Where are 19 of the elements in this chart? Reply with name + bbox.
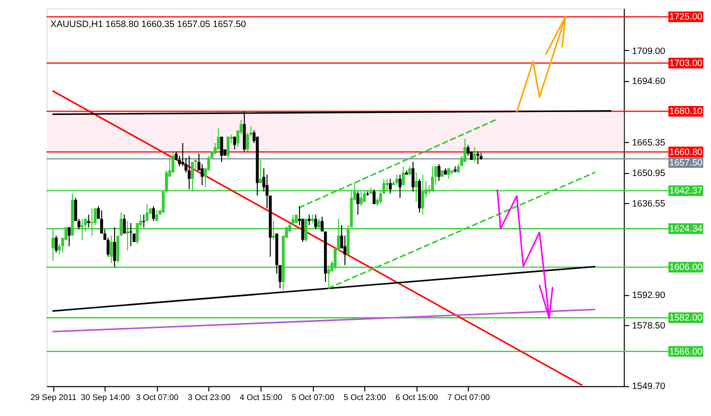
y-tick-label: 1709.00 xyxy=(632,46,666,56)
y-tick-label: 1592.90 xyxy=(632,290,666,300)
y-tick-label: 1650.95 xyxy=(632,168,666,178)
y-tick-label: 1694.60 xyxy=(632,76,666,86)
y-tick-label: 1665.35 xyxy=(632,138,666,148)
y-tick-label: 1636.55 xyxy=(632,198,666,208)
ref-line-label: 1660.80 xyxy=(669,146,702,157)
ref-line-label: 1606.00 xyxy=(669,262,702,272)
ref-line-label: 1725.00 xyxy=(669,12,702,22)
ref-line-label: 1624.34 xyxy=(669,224,702,234)
y-tick-label: 1578.50 xyxy=(632,320,666,330)
ref-line-label: 1642.37 xyxy=(669,186,702,196)
y-tick-label: 1549.70 xyxy=(632,381,666,392)
ref-line-label: 1582.00 xyxy=(669,312,702,323)
text: XAUUSD,H1 1658.80 1660.35 1657.05 1657.50 xyxy=(50,18,246,29)
ref-line-label: 1703.00 xyxy=(669,58,702,68)
ref-line-label: 1566.00 xyxy=(669,346,702,356)
ref-line-label: 1657.50 xyxy=(669,157,702,168)
ref-line-label: 1680.10 xyxy=(669,106,702,116)
